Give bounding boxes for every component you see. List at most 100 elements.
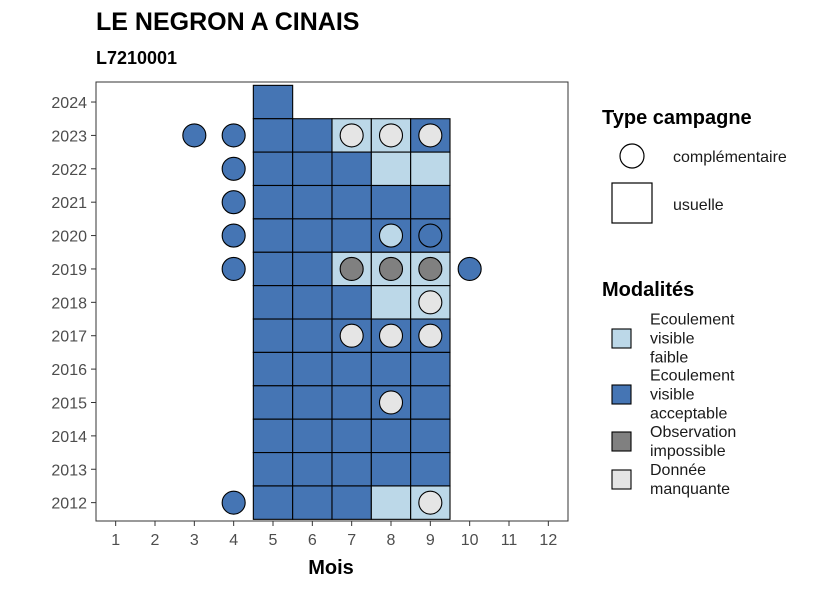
- tile-2016-5: [252, 351, 294, 387]
- point-2019-7: [339, 256, 364, 282]
- tile-2019-5: [252, 251, 294, 287]
- point-2019-4: [221, 256, 246, 282]
- y-tick-label: 2021: [51, 195, 87, 212]
- legend-modalites-title: Modalités: [602, 279, 694, 301]
- tile-2022-8: [370, 151, 412, 187]
- tile-2016-6: [292, 351, 333, 387]
- point-2018-9: [418, 290, 443, 315]
- legend-label-impossible: impossible: [650, 443, 726, 460]
- point-2019-9: [418, 256, 443, 282]
- tile-2022-7: [331, 151, 372, 187]
- legend-label-acceptable: Ecoulement: [650, 368, 735, 385]
- point-2015-8: [378, 390, 404, 415]
- point-2023-7: [339, 123, 364, 148]
- point-2022-4: [221, 156, 246, 181]
- tile-2023-6: [292, 118, 333, 153]
- point-2017-7: [339, 323, 364, 348]
- y-tick-label: 2016: [51, 362, 87, 379]
- tile-2013-5: [252, 452, 294, 487]
- x-tick-label: 8: [387, 532, 396, 549]
- point-2017-9: [418, 323, 443, 348]
- tile-2012-7: [331, 485, 372, 520]
- legend-label-manquante: manquante: [650, 481, 730, 498]
- point-2012-9: [418, 490, 443, 515]
- tile-2014-9: [410, 418, 451, 454]
- legend-key-manquante: [611, 469, 632, 490]
- tile-2013-8: [370, 452, 412, 487]
- legend-label-faible: faible: [650, 350, 688, 367]
- x-tick-label: 6: [308, 532, 317, 549]
- tile-2022-6: [292, 151, 333, 187]
- tile-2019-6: [292, 251, 333, 287]
- x-axis: 1 2 3 4 5 6 7 8 9 10 11 12: [111, 521, 557, 549]
- x-tick-label: 4: [229, 532, 238, 549]
- tile-2016-9: [410, 351, 451, 387]
- y-axis: 2012 2013 2014 2015 2016 2017 2018 2019 2020 2021…: [51, 95, 96, 513]
- tile-2022-9: [410, 151, 451, 187]
- tile-2012-5: [252, 485, 294, 520]
- tile-2017-5: [252, 318, 294, 353]
- legend-key-impossible: [611, 431, 632, 452]
- x-tick-label: 7: [347, 532, 356, 549]
- x-tick-label: 9: [426, 532, 435, 549]
- x-tick-label: 2: [151, 532, 160, 549]
- tile-2013-6: [292, 452, 333, 487]
- y-tick-label: 2023: [51, 128, 87, 145]
- y-tick-label: 2012: [51, 496, 87, 513]
- complementaire-points: [182, 123, 482, 515]
- legend-label-faible: visible: [650, 331, 695, 348]
- point-2023-8: [378, 123, 404, 148]
- tile-2024-5: [252, 84, 294, 120]
- y-tick-label: 2013: [51, 462, 87, 479]
- y-tick-label: 2022: [51, 162, 87, 179]
- tile-2018-6: [292, 285, 333, 320]
- legend-type-title: Type campagne: [602, 107, 752, 129]
- chart-title: LE NEGRON A CINAIS: [96, 8, 359, 36]
- tile-2021-5: [252, 184, 294, 220]
- x-tick-label: 3: [190, 532, 199, 549]
- tile-2015-9: [410, 385, 451, 420]
- tile-2012-6: [292, 485, 333, 520]
- tile-2021-7: [331, 184, 372, 220]
- legend-key-faible: [611, 328, 632, 349]
- tile-2012-8: [370, 485, 412, 520]
- tile-2018-8: [370, 285, 412, 320]
- x-tick-label: 10: [461, 532, 479, 549]
- point-2012-4: [221, 490, 246, 515]
- y-tick-label: 2019: [51, 262, 87, 279]
- tile-2016-8: [370, 351, 412, 387]
- legend-type-campagne: Type campagne complémentaire usuelle: [602, 107, 787, 224]
- tile-2018-7: [331, 285, 372, 320]
- x-tick-label: 11: [501, 532, 518, 549]
- y-tick-label: 2017: [51, 329, 87, 346]
- point-2020-4: [221, 223, 246, 248]
- tile-2020-7: [331, 218, 372, 253]
- tile-2020-5: [252, 218, 294, 253]
- chart-subtitle: L7210001: [96, 48, 177, 68]
- point-2017-8: [378, 323, 404, 348]
- legend-label-manquante: Donnée: [650, 462, 706, 479]
- x-tick-label: 1: [111, 532, 120, 549]
- tile-2020-6: [292, 218, 333, 253]
- legend-label-acceptable: visible: [650, 387, 695, 404]
- tile-2021-6: [292, 184, 333, 220]
- legend-square-symbol: [611, 182, 653, 224]
- tile-2015-7: [331, 385, 372, 420]
- tile-2015-5: [252, 385, 294, 420]
- x-tick-label: 5: [269, 532, 278, 549]
- tile-2014-7: [331, 418, 372, 454]
- point-2019-8: [378, 256, 404, 282]
- x-axis-title: Mois: [308, 557, 354, 579]
- point-2020-9: [418, 223, 443, 248]
- legend-label-acceptable: acceptable: [650, 406, 727, 423]
- tile-2022-5: [252, 151, 294, 187]
- tile-2015-6: [292, 385, 333, 420]
- legend-key-acceptable: [611, 384, 632, 405]
- tile-2014-5: [252, 418, 294, 454]
- legend-label-complementaire: complémentaire: [673, 149, 787, 166]
- y-tick-label: 2015: [51, 395, 87, 412]
- y-tick-label: 2018: [51, 295, 87, 312]
- tile-2013-9: [410, 452, 451, 487]
- legend-modalites: Modalités EcoulementvisiblefaibleEcoulem…: [602, 279, 736, 498]
